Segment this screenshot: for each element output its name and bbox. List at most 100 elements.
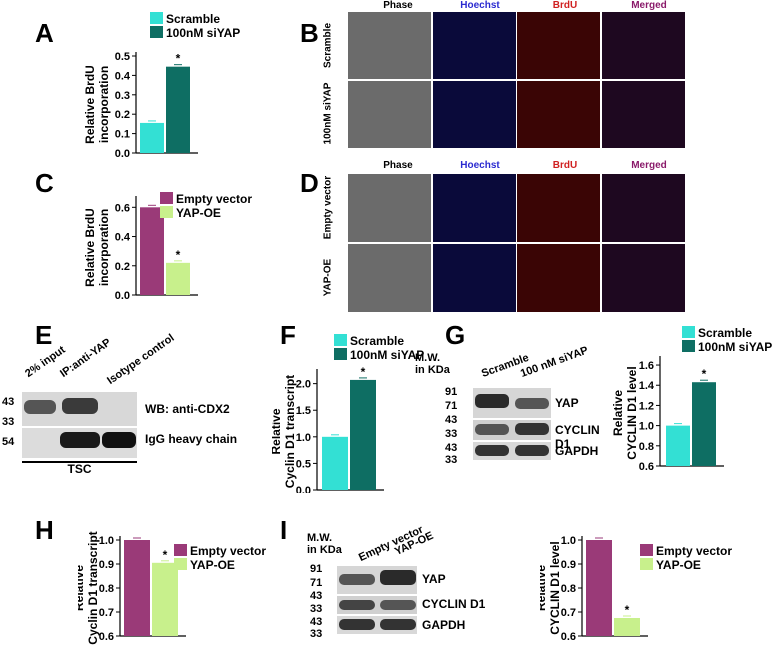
band (102, 432, 136, 448)
legend-swatch (150, 12, 163, 24)
band-label-gapdh: GAPDH (555, 444, 599, 458)
legend-swatch (640, 558, 653, 570)
column-label-brdu: BrdU (552, 160, 578, 171)
legend-label: 100nM siYAP (698, 340, 772, 354)
legend-swatch (682, 326, 695, 338)
micrograph-brdu-scramble (517, 12, 600, 79)
column-label-merged: Merged (631, 160, 667, 171)
micrograph-phase-empty (348, 174, 431, 242)
micrograph-hoechst-yapoe (433, 244, 516, 312)
band (380, 619, 416, 630)
y-tick-label: 1.6 (639, 360, 654, 372)
band (339, 600, 375, 610)
y-axis-label-line: Relative BrdU (83, 208, 97, 287)
band-label-cyclin-d1: CYCLIN D1 (422, 597, 486, 611)
mw-marker: 43 (2, 396, 15, 408)
bar-chart-c: 0.0 0.2 0.4 0.6 Relative BrdUincorporation * E… (83, 192, 252, 302)
y-axis-label-line: incorporation (97, 209, 111, 286)
bar (166, 66, 190, 153)
mw-marker: 33 (310, 628, 323, 640)
column-label-merged: Merged (631, 0, 667, 11)
panel-label-a: A (35, 18, 54, 48)
y-tick-label: 0.4 (115, 232, 131, 244)
column-label-hoechst: Hoechst (460, 0, 500, 11)
significance-marker: * (361, 365, 366, 379)
y-axis-label-line: Cyclin D1 transcript (283, 375, 297, 488)
band (475, 424, 509, 435)
y-tick-label: 0.0 (115, 148, 130, 160)
y-tick-label: 1.4 (639, 380, 655, 392)
band (339, 574, 375, 585)
band (515, 423, 549, 435)
micrograph-merged-yapoe (602, 244, 685, 312)
y-axis-label: Relative BrdUincorporation (83, 208, 111, 287)
y-tick-label: 0.9 (561, 559, 576, 571)
bar (140, 207, 164, 295)
band (475, 394, 509, 408)
band-label-gapdh: GAPDH (422, 618, 466, 632)
micrograph-phase-yapoe (348, 244, 431, 312)
y-tick-label: 0.3 (115, 90, 130, 102)
y-axis-label: RelativeCyclin D1 transcript (78, 531, 100, 644)
bar (166, 262, 190, 295)
y-tick-label: 0.8 (99, 583, 114, 595)
legend-label: Empty vector (176, 192, 252, 206)
legend-label: Scramble (698, 326, 752, 340)
row-label-yap-oe: YAP-OE (322, 258, 334, 297)
mw-marker: 33 (2, 416, 15, 428)
legend-label: 100nM siYAP (166, 26, 240, 40)
western-blot-i: M.W. in KDa Empty vector YAP-OE 91 71 43… (307, 524, 530, 640)
band (380, 570, 416, 585)
significance-marker: * (176, 52, 181, 66)
micrograph-grid-d: Phase Hoechst BrdU Merged Empty vector Y… (318, 160, 758, 315)
legend-label: Empty vector (190, 544, 266, 558)
micrograph-grid-b: Phase Hoechst BrdU Merged Scramble 100nM… (318, 0, 758, 150)
footer-label-tsc: TSC (67, 462, 92, 476)
legend-swatch (682, 340, 695, 352)
y-tick-label: 0.9 (99, 559, 114, 571)
y-tick-label: 0.6 (639, 461, 654, 470)
micrograph-brdu-yapoe (517, 244, 600, 312)
y-tick-label: 0.0 (296, 485, 311, 493)
y-tick-label: 1.0 (296, 432, 311, 444)
mw-marker: 43 (310, 590, 323, 602)
mw-marker: 43 (445, 442, 458, 454)
significance-marker: * (625, 603, 630, 617)
y-tick-label: 0.5 (115, 51, 130, 63)
mw-marker: 33 (445, 454, 458, 466)
mw-marker: 71 (310, 577, 323, 589)
bar (140, 122, 164, 153)
band (475, 445, 509, 456)
band (62, 398, 98, 414)
western-blot-g: M.W. in KDa Scramble 100 nM siYAP 91 71 … (415, 344, 615, 466)
column-label-phase: Phase (383, 160, 413, 171)
panel-label-h: H (35, 515, 54, 545)
y-tick-label: 0.2 (115, 109, 130, 121)
y-axis-label-line: Cyclin D1 transcript (86, 531, 100, 644)
micrograph-phase-scramble (348, 12, 431, 79)
y-tick-label: 0.8 (639, 441, 654, 453)
micrograph-merged-empty (602, 174, 685, 242)
legend-label: YAP-OE (176, 206, 221, 220)
bar (124, 540, 150, 636)
y-tick-label: 0.7 (561, 607, 576, 619)
legend-swatch (334, 334, 347, 346)
mw-marker: 43 (310, 616, 323, 628)
band-label-igg: IgG heavy chain (145, 432, 238, 446)
y-axis-label-line: CYCLIN D1 level (625, 366, 639, 459)
legend-label: Scramble (166, 12, 220, 26)
panel-label-c: C (35, 168, 54, 198)
mw-title: M.W. (415, 352, 441, 364)
band (60, 432, 100, 448)
mw-marker: 91 (445, 386, 458, 398)
panel-label-i: I (280, 515, 288, 545)
band-label-yap: YAP (555, 396, 579, 410)
bar (586, 540, 612, 636)
legend-label: Empty vector (656, 544, 732, 558)
micrograph-brdu-empty (517, 174, 600, 242)
band-label-cdx2: WB: anti-CDX2 (145, 402, 230, 416)
y-axis-label-line: CYCLIN D1 level (548, 541, 562, 634)
micrograph-merged-siyap (602, 81, 685, 148)
bar (350, 379, 376, 490)
